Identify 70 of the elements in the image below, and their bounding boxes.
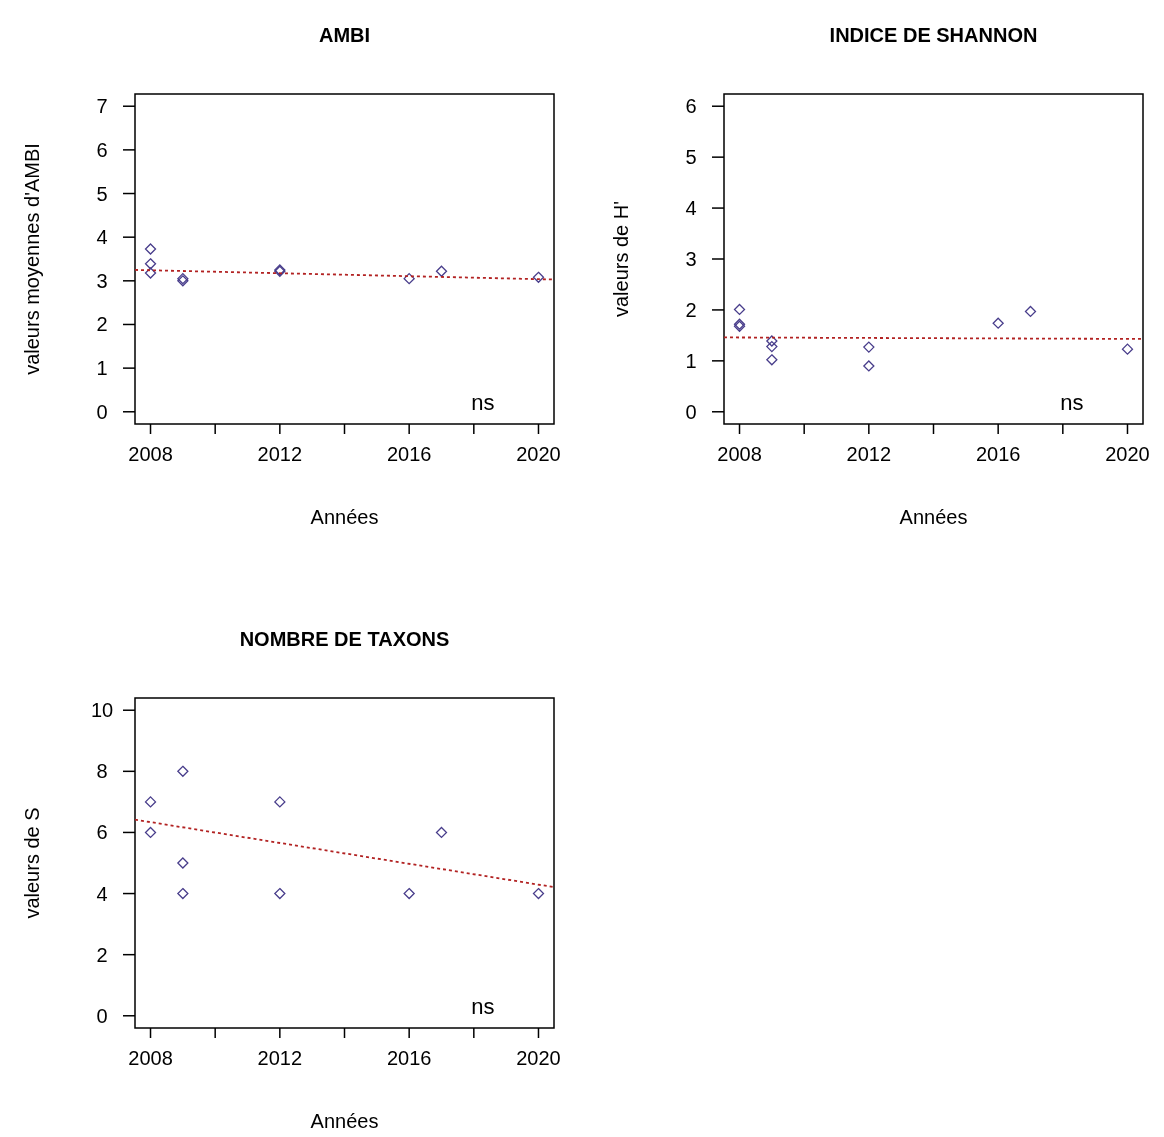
x-tick-label: 2016: [386, 443, 432, 465]
point: [177, 887, 189, 900]
x-axis-title: Années: [310, 506, 379, 528]
point: [532, 271, 545, 283]
point: [863, 341, 875, 353]
y-tick-label: 2: [685, 298, 697, 321]
annotation: ns: [471, 390, 495, 415]
x-tick-label: 2020: [516, 1047, 561, 1069]
x-axis-title: Années: [899, 506, 968, 528]
x-tick-label: 2012: [257, 1047, 303, 1069]
chart-title: NOMBRE DE TAXONS: [239, 628, 450, 650]
annotation: ns: [471, 994, 495, 1019]
x-tick-label: 2020: [1105, 443, 1150, 465]
point: [435, 265, 448, 277]
y-tick-label: 4: [96, 882, 108, 905]
y-tick-label: 7: [96, 95, 108, 118]
point: [766, 335, 778, 347]
y-tick-label: 6: [685, 95, 697, 118]
y-tick-label: 10: [90, 699, 114, 722]
y-tick-label: 3: [685, 248, 697, 270]
y-tick-label: 2: [96, 313, 108, 336]
y-tick-label: 5: [96, 182, 108, 205]
y-tick-label: 4: [96, 226, 108, 249]
y-tick-label: 0: [685, 400, 697, 423]
chart-title: INDICE DE SHANNON: [829, 24, 1038, 46]
x-tick-label: 2008: [717, 443, 762, 465]
point: [144, 796, 157, 808]
y-tick-label: 5: [685, 146, 697, 169]
y-tick-label: 6: [96, 138, 108, 161]
y-tick-label: 2: [96, 943, 108, 966]
y-tick-label: 0: [96, 400, 108, 423]
y-tick-label: 4: [685, 197, 697, 220]
y-tick-label: 0: [96, 1004, 108, 1027]
y-tick-label: 1: [96, 357, 108, 380]
point: [863, 360, 875, 372]
point: [144, 258, 157, 270]
point: [274, 796, 286, 808]
point: [274, 887, 286, 900]
y-axis-title: valeurs de S: [21, 807, 43, 919]
point: [733, 303, 746, 316]
point: [403, 272, 415, 285]
x-tick-label: 2012: [257, 443, 303, 465]
chart-title: AMBI: [318, 24, 371, 46]
x-tick-label: 2016: [386, 1047, 432, 1069]
point: [177, 857, 189, 869]
x-axis-title: Années: [310, 1110, 379, 1132]
x-tick-label: 2012: [846, 443, 892, 465]
point: [766, 340, 778, 353]
x-tick-label: 2016: [975, 443, 1021, 465]
y-tick-label: 6: [96, 821, 108, 844]
x-tick-label: 2008: [128, 1047, 173, 1069]
y-axis-title: valeurs moyennes d'AMBI: [21, 143, 43, 375]
point: [144, 267, 157, 279]
y-axis-title: valeurs de H': [610, 200, 632, 318]
x-tick-label: 2020: [516, 443, 561, 465]
point: [766, 354, 778, 366]
point: [403, 887, 415, 900]
annotation: ns: [1060, 390, 1084, 415]
point: [144, 243, 157, 255]
point: [177, 765, 189, 777]
y-tick-label: 1: [685, 349, 697, 372]
point: [435, 826, 448, 839]
point: [1024, 305, 1037, 318]
point: [144, 826, 157, 839]
x-tick-label: 2008: [128, 443, 173, 465]
point: [992, 317, 1004, 329]
point: [532, 887, 545, 900]
y-tick-label: 8: [96, 760, 108, 783]
point: [1121, 343, 1134, 355]
y-tick-label: 3: [96, 269, 108, 292]
